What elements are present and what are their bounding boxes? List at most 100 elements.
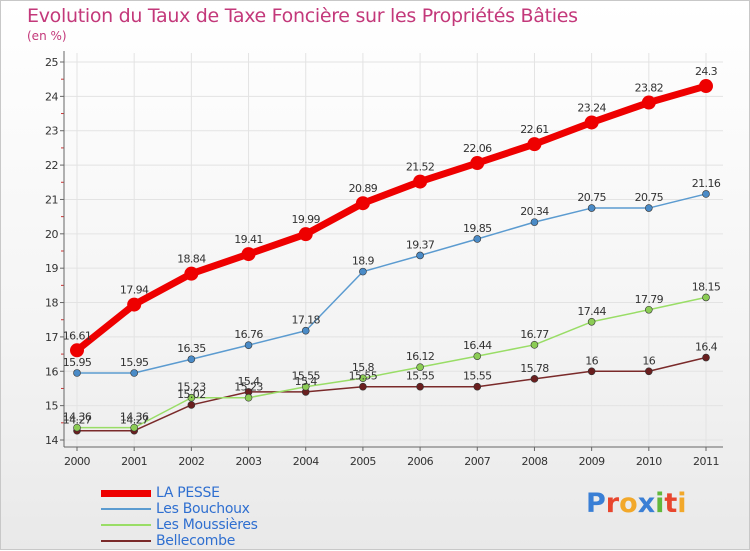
data-point-bellecombe (416, 382, 424, 391)
data-label-la-pesse: 20.89 (349, 182, 378, 195)
y-tick-label: 21 (45, 193, 58, 206)
data-point-bellecombe (587, 367, 596, 376)
proxiti-logo[interactable]: Proxiti (586, 488, 687, 519)
data-point-les-bouchoux (73, 369, 81, 377)
data-point-bellecombe (359, 382, 367, 391)
data-point-la-pesse (641, 95, 656, 110)
data-point-la-pesse (241, 247, 256, 262)
data-point-la-pesse (470, 156, 485, 171)
axes: 14 15 16 17 18 19 20 21 22 23 24 25 2000 2001 2002 2003… (45, 51, 723, 468)
legend: LA PESSE Les Bouchoux Les Moussières Bel… (101, 485, 301, 549)
data-label-la-pesse: 19.99 (291, 213, 320, 226)
legend-item-bellecombe[interactable]: Bellecombe (101, 533, 301, 549)
y-tick-label: 19 (45, 262, 58, 275)
data-point-bellecombe (645, 367, 653, 376)
x-tick-label: 2004 (293, 455, 319, 468)
data-label-les-bouchoux: 16.76 (234, 328, 263, 341)
data-label-les-moussieres: 14.36 (63, 411, 92, 424)
x-tick-label: 2000 (64, 455, 90, 468)
series-line-la-pesse (73, 82, 710, 354)
data-point-les-moussieres (473, 352, 482, 360)
legend-label: Bellecombe (156, 533, 236, 549)
data-label-la-pesse: 18.84 (177, 253, 206, 266)
x-tick-label: 2006 (407, 455, 433, 468)
data-point-les-bouchoux (416, 251, 424, 260)
data-label-bellecombe: 14.27 (120, 414, 149, 427)
legend-swatch (101, 524, 151, 526)
data-label-les-bouchoux: 16.35 (177, 342, 206, 355)
x-tick-label: 2007 (464, 455, 490, 468)
data-label-bellecombe: 16 (642, 354, 655, 367)
x-tick-label: 2005 (350, 455, 376, 468)
data-label-bellecombe: 15.02 (177, 388, 206, 401)
data-label-les-moussieres: 15.8 (352, 361, 375, 374)
legend-swatch (101, 540, 151, 542)
data-label-les-bouchoux: 21.16 (692, 177, 721, 190)
series-line-les-bouchoux (76, 193, 707, 374)
data-point-les-moussieres (359, 374, 367, 382)
legend-label: Les Moussières (156, 517, 258, 533)
legend-label: LA PESSE (156, 485, 220, 501)
data-label-les-bouchoux: 20.75 (577, 191, 606, 204)
data-label-bellecombe: 15.55 (406, 370, 435, 383)
data-label-la-pesse: 24.3 (695, 65, 718, 78)
data-label-les-moussieres: 18.15 (692, 280, 721, 293)
data-point-les-moussieres (587, 317, 596, 326)
data-label-les-moussieres: 17.44 (577, 305, 606, 318)
series-line-les-moussieres (76, 296, 707, 429)
data-point-bellecombe (473, 382, 482, 391)
data-label-les-bouchoux: 19.85 (463, 222, 492, 235)
data-label-les-moussieres: 14.36 (120, 411, 149, 424)
data-label-les-bouchoux: 18.9 (352, 255, 375, 268)
data-point-la-pesse (699, 79, 713, 94)
x-tick-label: 2009 (579, 455, 605, 468)
data-point-les-moussieres (416, 363, 424, 371)
x-tick-label: 2002 (178, 455, 204, 468)
data-point-les-bouchoux (130, 369, 138, 377)
data-label-les-moussieres: 16.44 (463, 339, 492, 352)
data-point-les-bouchoux (587, 204, 596, 212)
data-label-les-moussieres: 17.79 (635, 293, 664, 306)
data-label-les-bouchoux: 20.75 (635, 191, 664, 204)
data-label-les-moussieres: 16.12 (406, 350, 435, 363)
data-point-les-bouchoux (187, 355, 196, 364)
data-point-les-bouchoux (702, 190, 710, 198)
data-point-la-pesse (527, 137, 542, 152)
data-point-la-pesse (413, 174, 428, 189)
data-point-la-pesse (584, 115, 599, 130)
data-label-les-bouchoux: 15.95 (63, 356, 92, 369)
legend-item-les-moussieres[interactable]: Les Moussières (101, 517, 301, 533)
legend-item-les-bouchoux[interactable]: Les Bouchoux (101, 501, 301, 517)
data-label-les-bouchoux: 19.37 (406, 238, 435, 251)
data-point-les-moussieres (530, 341, 539, 349)
data-label-la-pesse: 21.52 (406, 161, 435, 174)
series-line-bellecombe (76, 356, 707, 432)
data-label-la-pesse: 19.41 (234, 233, 263, 246)
data-point-les-bouchoux (530, 218, 539, 226)
data-label-les-moussieres: 16.77 (520, 328, 549, 341)
data-label-bellecombe: 15.4 (237, 375, 260, 388)
data-point-la-pesse (127, 297, 142, 312)
data-point-bellecombe (702, 353, 710, 362)
data-label-les-bouchoux: 17.18 (291, 314, 320, 327)
data-point-bellecombe (187, 401, 196, 409)
data-label-bellecombe: 14.27 (63, 414, 92, 427)
data-label-bellecombe: 15.4 (295, 375, 318, 388)
data-label-la-pesse: 22.06 (463, 142, 492, 155)
data-point-les-bouchoux (645, 204, 653, 212)
data-label-bellecombe: 16.4 (695, 341, 718, 354)
data-label-bellecombe: 15.55 (463, 370, 492, 383)
legend-label: Les Bouchoux (156, 501, 250, 517)
x-tick-label: 2011 (693, 455, 719, 468)
x-tick-label: 2010 (636, 455, 662, 468)
data-label-la-pesse: 23.82 (635, 82, 664, 95)
legend-item-la-pesse[interactable]: LA PESSE (101, 485, 301, 501)
data-label-la-pesse: 22.61 (520, 123, 549, 136)
data-point-les-moussieres (187, 393, 196, 402)
data-label-bellecombe: 16 (585, 354, 598, 367)
data-label-la-pesse: 16.61 (63, 329, 92, 342)
data-point-la-pesse (298, 227, 313, 242)
